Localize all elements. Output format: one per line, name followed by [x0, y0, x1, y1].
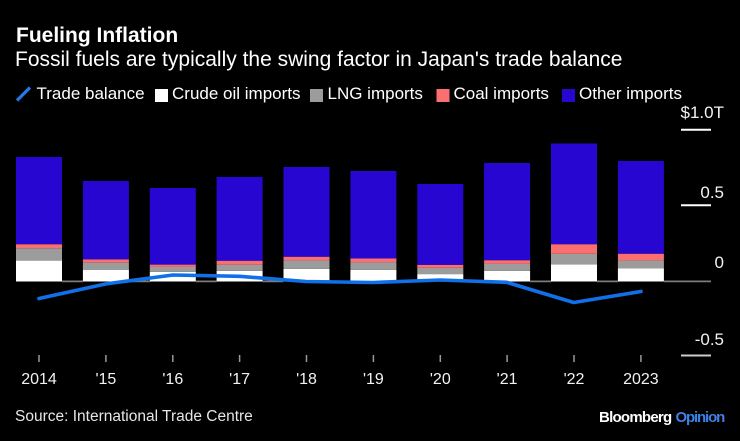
svg-text:Trade balance: Trade balance: [37, 84, 145, 103]
svg-text:'15: '15: [95, 371, 116, 388]
svg-text:'22: '22: [564, 371, 585, 388]
svg-text:'19: '19: [363, 371, 384, 388]
svg-text:'20: '20: [430, 371, 451, 388]
svg-text:'21: '21: [497, 371, 518, 388]
svg-text:0.5: 0.5: [700, 183, 724, 202]
svg-text:0: 0: [715, 253, 724, 272]
svg-text:Coal imports: Coal imports: [454, 84, 549, 103]
svg-text:Other imports: Other imports: [579, 84, 682, 103]
svg-text:Source: International Trade Ce: Source: International Trade Centre: [15, 408, 253, 425]
svg-text:'16: '16: [162, 371, 183, 388]
svg-text:2023: 2023: [623, 371, 659, 388]
svg-text:Crude oil imports: Crude oil imports: [172, 84, 301, 103]
svg-text:Opinion: Opinion: [676, 409, 726, 426]
svg-text:LNG imports: LNG imports: [328, 84, 423, 103]
svg-text:Fueling Inflation: Fueling Inflation: [16, 24, 178, 47]
svg-text:2014: 2014: [21, 371, 57, 388]
svg-text:-0.5: -0.5: [695, 330, 724, 349]
svg-text:'18: '18: [296, 371, 317, 388]
svg-text:$1.0T: $1.0T: [681, 103, 724, 122]
svg-text:Bloomberg: Bloomberg: [599, 409, 672, 426]
svg-text:Fossil fuels are typically the: Fossil fuels are typically the swing fac…: [15, 48, 622, 71]
svg-text:'17: '17: [229, 371, 250, 388]
